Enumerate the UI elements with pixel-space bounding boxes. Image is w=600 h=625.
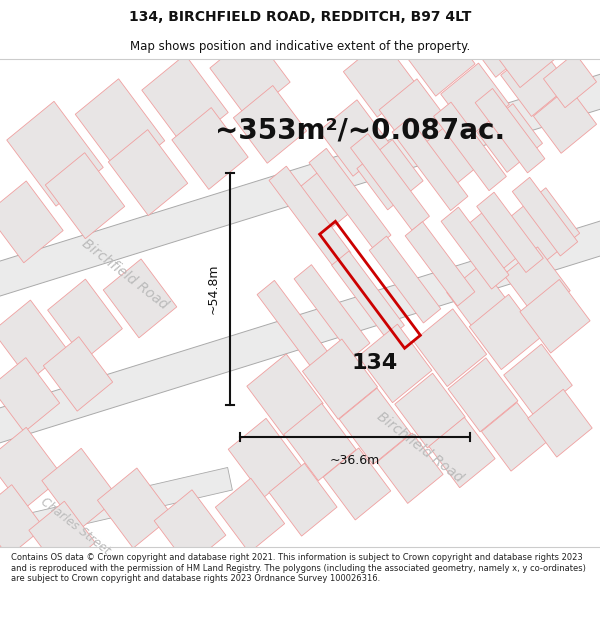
Polygon shape [0, 69, 600, 301]
Polygon shape [481, 402, 547, 471]
Text: Birchfield Road: Birchfield Road [79, 236, 171, 312]
Polygon shape [269, 463, 337, 536]
Polygon shape [440, 63, 509, 136]
Polygon shape [434, 102, 506, 191]
Polygon shape [319, 100, 391, 176]
Text: Contains OS data © Crown copyright and database right 2021. This information is : Contains OS data © Crown copyright and d… [11, 553, 586, 583]
Polygon shape [45, 152, 125, 239]
Polygon shape [142, 54, 228, 148]
Polygon shape [257, 281, 333, 373]
Polygon shape [455, 206, 524, 280]
Polygon shape [497, 21, 563, 88]
Text: Map shows position and indicative extent of the property.: Map shows position and indicative extent… [130, 40, 470, 52]
Polygon shape [343, 39, 416, 117]
Polygon shape [429, 418, 495, 488]
Polygon shape [0, 484, 44, 557]
Polygon shape [503, 344, 572, 416]
Polygon shape [75, 79, 165, 176]
Polygon shape [469, 294, 541, 369]
Polygon shape [0, 468, 232, 548]
Polygon shape [233, 86, 307, 163]
Polygon shape [0, 357, 59, 432]
Text: Birchfield Road: Birchfield Road [374, 409, 466, 485]
Polygon shape [323, 448, 391, 520]
Polygon shape [284, 403, 356, 481]
Polygon shape [47, 279, 122, 359]
Text: Charles Street: Charles Street [38, 495, 112, 557]
Polygon shape [0, 181, 63, 262]
Polygon shape [269, 166, 351, 267]
Polygon shape [0, 216, 600, 448]
Polygon shape [395, 373, 465, 448]
Polygon shape [309, 148, 391, 249]
Polygon shape [97, 468, 173, 548]
Polygon shape [500, 44, 569, 116]
Polygon shape [477, 192, 543, 272]
Polygon shape [297, 161, 363, 231]
Polygon shape [413, 309, 487, 386]
Polygon shape [7, 101, 103, 206]
Polygon shape [42, 448, 118, 530]
Polygon shape [154, 490, 226, 566]
Polygon shape [350, 134, 430, 231]
Polygon shape [29, 501, 95, 572]
Polygon shape [392, 118, 468, 211]
Text: ~36.6m: ~36.6m [330, 454, 380, 467]
Polygon shape [504, 247, 570, 319]
Polygon shape [417, 121, 483, 191]
Polygon shape [358, 324, 432, 402]
Polygon shape [533, 87, 596, 153]
Polygon shape [512, 177, 578, 256]
Polygon shape [405, 22, 475, 96]
Polygon shape [108, 129, 188, 216]
Polygon shape [447, 265, 513, 336]
Polygon shape [228, 418, 302, 498]
Polygon shape [475, 89, 545, 173]
Polygon shape [210, 32, 290, 118]
Polygon shape [339, 388, 411, 464]
Polygon shape [465, 4, 535, 78]
Text: ~54.8m: ~54.8m [207, 264, 220, 314]
Polygon shape [0, 428, 63, 509]
Polygon shape [379, 79, 451, 155]
Polygon shape [294, 264, 370, 358]
Text: 134, BIRCHFIELD ROAD, REDDITCH, B97 4LT: 134, BIRCHFIELD ROAD, REDDITCH, B97 4LT [129, 9, 471, 24]
Polygon shape [369, 236, 441, 323]
Polygon shape [0, 300, 67, 381]
Polygon shape [172, 107, 248, 189]
Polygon shape [528, 389, 592, 457]
Polygon shape [103, 259, 177, 338]
Polygon shape [43, 337, 113, 411]
Polygon shape [525, 0, 595, 59]
Polygon shape [448, 358, 518, 432]
Polygon shape [520, 279, 590, 353]
Polygon shape [247, 354, 323, 436]
Polygon shape [478, 104, 542, 172]
Polygon shape [332, 251, 404, 339]
Polygon shape [511, 188, 580, 262]
Text: ~353m²/~0.087ac.: ~353m²/~0.087ac. [215, 117, 505, 144]
Polygon shape [357, 139, 423, 210]
Polygon shape [302, 339, 377, 419]
Polygon shape [215, 478, 284, 552]
Polygon shape [377, 433, 443, 503]
Polygon shape [405, 222, 475, 306]
Polygon shape [544, 53, 596, 108]
Text: 134: 134 [352, 353, 398, 373]
Polygon shape [441, 207, 509, 289]
